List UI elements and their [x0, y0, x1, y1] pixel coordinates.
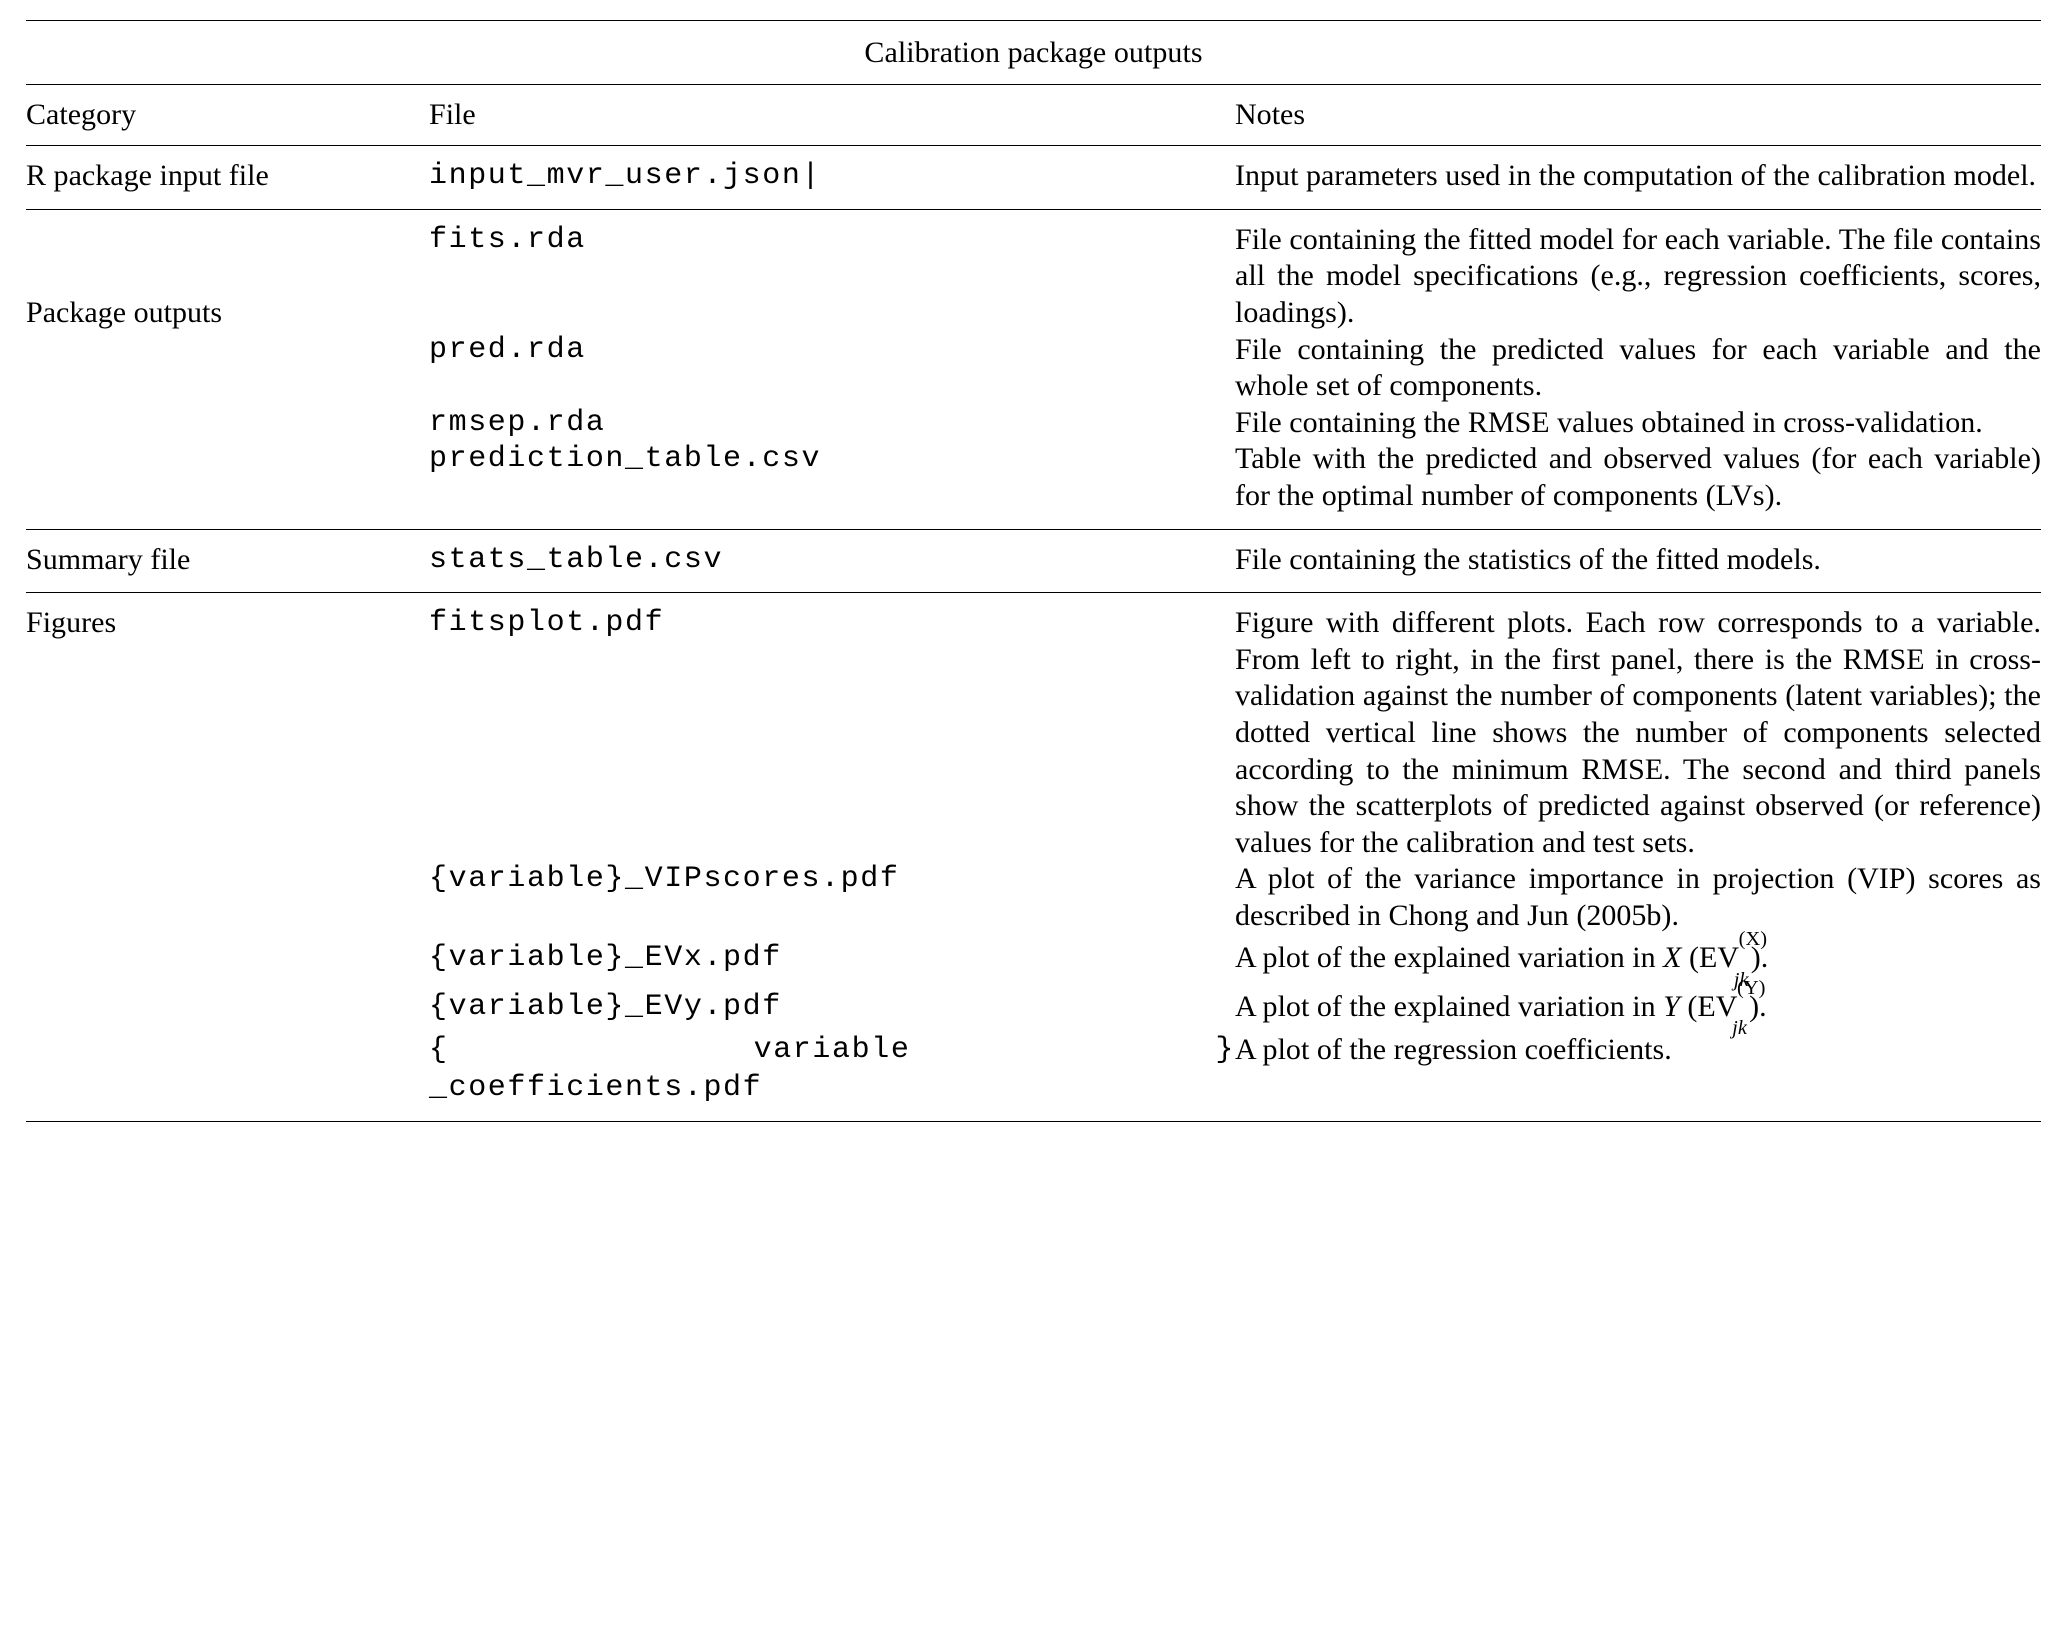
cell-notes: A plot of the explained variation in Y (… — [1235, 983, 2041, 1032]
brace-close: } — [1215, 1033, 1235, 1067]
variable-x: X — [1663, 941, 1681, 974]
file-line1: { variable } — [429, 1032, 1235, 1069]
cell-category: Figures — [26, 593, 429, 862]
table-title: Calibration package outputs — [26, 21, 2041, 85]
cell-file: { variable } _coefficients.pdf — [429, 1032, 1235, 1122]
cell-file: prediction_table.csv — [429, 441, 1235, 529]
cell-notes: A plot of the variance importance in pro… — [1235, 861, 2041, 934]
ev-expression: (EV(X)jk). — [1689, 941, 1768, 974]
table-row: R package input file input_mvr_user.json… — [26, 146, 2041, 210]
notes-text: A plot of the explained variation in — [1235, 990, 1663, 1023]
ev-sub: jk — [1732, 1017, 1747, 1039]
ev-sup: (Y) — [1737, 977, 1765, 999]
cell-file: {variable}_EVy.pdf — [429, 983, 1235, 1032]
notes-text: A plot of the explained variation in — [1235, 941, 1663, 974]
cell-file: fitsplot.pdf — [429, 593, 1235, 862]
table-title-row: Calibration package outputs — [26, 21, 2041, 85]
table-row: { variable } _coefficients.pdf A plot of… — [26, 1032, 2041, 1122]
table-row: {variable}_EVy.pdf A plot of the explain… — [26, 983, 2041, 1032]
cell-notes: File containing the predicted values for… — [1235, 332, 2041, 405]
col-header-file: File — [429, 84, 1235, 146]
cell-notes: A plot of the explained variation in X (… — [1235, 934, 2041, 983]
ev-expression: (EV(Y)jk). — [1687, 990, 1766, 1023]
cell-file: {variable}_EVx.pdf — [429, 934, 1235, 983]
cell-notes: Input parameters used in the computation… — [1235, 146, 2041, 210]
cell-file: fits.rda — [429, 209, 1235, 331]
cell-notes: File containing the fitted model for eac… — [1235, 209, 2041, 331]
cell-category: R package input file — [26, 146, 429, 210]
cell-category: Summary file — [26, 529, 429, 593]
table-row: Figures fitsplot.pdf Figure with differe… — [26, 593, 2041, 862]
cell-notes: A plot of the regression coefficients. — [1235, 1032, 2041, 1122]
table-row: Package outputs fits.rda File containing… — [26, 209, 2041, 331]
cell-notes: File containing the statistics of the fi… — [1235, 529, 2041, 593]
cell-file: pred.rda — [429, 332, 1235, 405]
table-row: Summary file stats_table.csv File contai… — [26, 529, 2041, 593]
cell-file: rmsep.rda — [429, 405, 1235, 442]
file-line2: _coefficients.pdf — [429, 1071, 762, 1105]
variable-y: Y — [1663, 990, 1680, 1023]
cell-file: {variable}_VIPscores.pdf — [429, 861, 1235, 934]
table-row: rmsep.rda File containing the RMSE value… — [26, 405, 2041, 442]
table-row: prediction_table.csv Table with the pred… — [26, 441, 2041, 529]
cell-notes: Table with the predicted and observed va… — [1235, 441, 2041, 529]
cell-file: stats_table.csv — [429, 529, 1235, 593]
col-header-notes: Notes — [1235, 84, 2041, 146]
table-row: {variable}_VIPscores.pdf A plot of the v… — [26, 861, 2041, 934]
table-row: {variable}_EVx.pdf A plot of the explain… — [26, 934, 2041, 983]
file-token-variable: variable — [754, 1033, 911, 1067]
calibration-outputs-table: Calibration package outputs Category Fil… — [26, 20, 2041, 1122]
cell-notes: Figure with different plots. Each row co… — [1235, 593, 2041, 862]
cell-file: input_mvr_user.json| — [429, 146, 1235, 210]
table-header-row: Category File Notes — [26, 84, 2041, 146]
cell-category: Package outputs — [26, 209, 429, 404]
ev-sup: (X) — [1739, 928, 1767, 950]
col-header-category: Category — [26, 84, 429, 146]
cell-notes: File containing the RMSE values obtained… — [1235, 405, 2041, 442]
brace-open: { — [429, 1033, 449, 1067]
